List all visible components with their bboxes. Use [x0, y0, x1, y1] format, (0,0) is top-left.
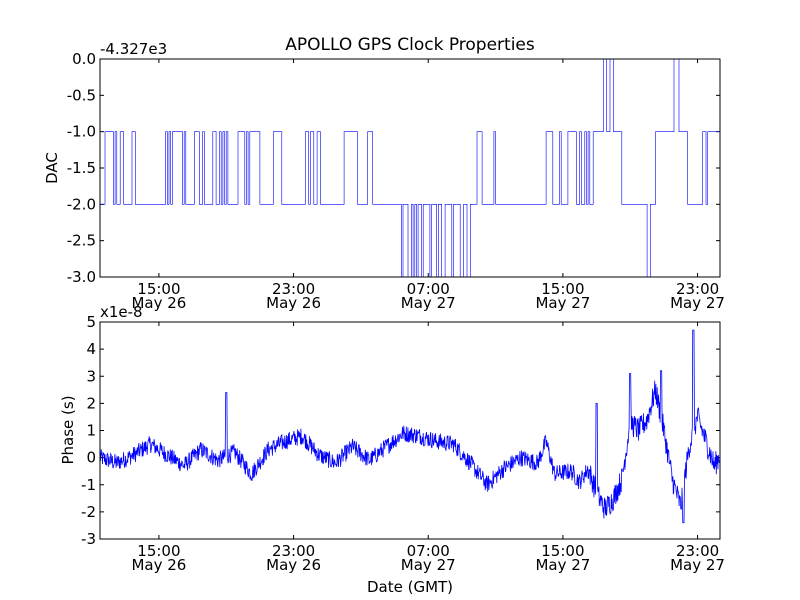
- dac-x-tick-time: 15:00: [541, 280, 584, 298]
- figure-title: APOLLO GPS Clock Properties: [285, 35, 535, 55]
- dac-y-tick-label: -3.0: [67, 268, 96, 286]
- phase-series-line: [99, 329, 721, 524]
- phase-offset-label: x1e-8: [100, 303, 143, 321]
- dac-y-tick-label: -2.0: [67, 195, 96, 213]
- phase-y-tick-label: 0: [86, 449, 96, 467]
- dac-x-tick-time: 23:00: [676, 280, 719, 298]
- phase-y-tick-label: 2: [86, 394, 96, 412]
- dac-y-tick-label: 0.0: [72, 50, 96, 68]
- phase-x-tick-date: May 27: [535, 556, 590, 574]
- dac-x-tick-date: May 26: [131, 294, 186, 312]
- dac-plot-border: [99, 58, 721, 278]
- phase-plot-border: [99, 321, 721, 540]
- phase-x-tick-time: 15:00: [137, 542, 180, 560]
- dac-x-tick-date: May 27: [670, 294, 725, 312]
- phase-x-tick-time: 23:00: [272, 542, 315, 560]
- dac-y-tick-label: -1.0: [67, 123, 96, 141]
- dac-y-tick-label: -0.5: [67, 86, 96, 104]
- dac-x-tick-date: May 27: [401, 294, 456, 312]
- phase-y-tick-label: -2: [81, 503, 96, 521]
- dac-offset-label: -4.327e3: [100, 40, 167, 58]
- dac-x-tick-time: 23:00: [272, 280, 315, 298]
- phase-y-tick-label: 1: [86, 422, 96, 440]
- phase-x-tick-time: 23:00: [676, 542, 719, 560]
- dac-x-tick-date: May 27: [535, 294, 590, 312]
- dac-x-tick-date: May 26: [266, 294, 321, 312]
- x-axis-label: Date (GMT): [367, 578, 453, 596]
- phase-x-tick-time: 15:00: [541, 542, 584, 560]
- phase-y-tick-label: 3: [86, 367, 96, 385]
- phase-y-tick-label: 4: [86, 340, 96, 358]
- dac-plot-frame: [100, 59, 720, 277]
- phase-x-tick-time: 07:00: [407, 542, 450, 560]
- phase-y-tick-label: 5: [86, 313, 96, 331]
- phase-y-axis-label: Phase (s): [59, 395, 77, 464]
- dac-series-line: [100, 58, 720, 278]
- dac-y-tick-label: -1.5: [67, 159, 96, 177]
- dac-x-tick-time: 07:00: [407, 280, 450, 298]
- phase-x-tick-date: May 26: [266, 556, 321, 574]
- phase-y-tick-label: -3: [81, 530, 96, 548]
- phase-x-tick-date: May 26: [131, 556, 186, 574]
- phase-x-tick-date: May 27: [401, 556, 456, 574]
- phase-y-tick-label: -1: [81, 476, 96, 494]
- dac-y-tick-label: -2.5: [67, 232, 96, 250]
- dac-x-tick-time: 15:00: [137, 280, 180, 298]
- dac-y-axis-label: DAC: [43, 152, 61, 184]
- phase-x-tick-date: May 27: [670, 556, 725, 574]
